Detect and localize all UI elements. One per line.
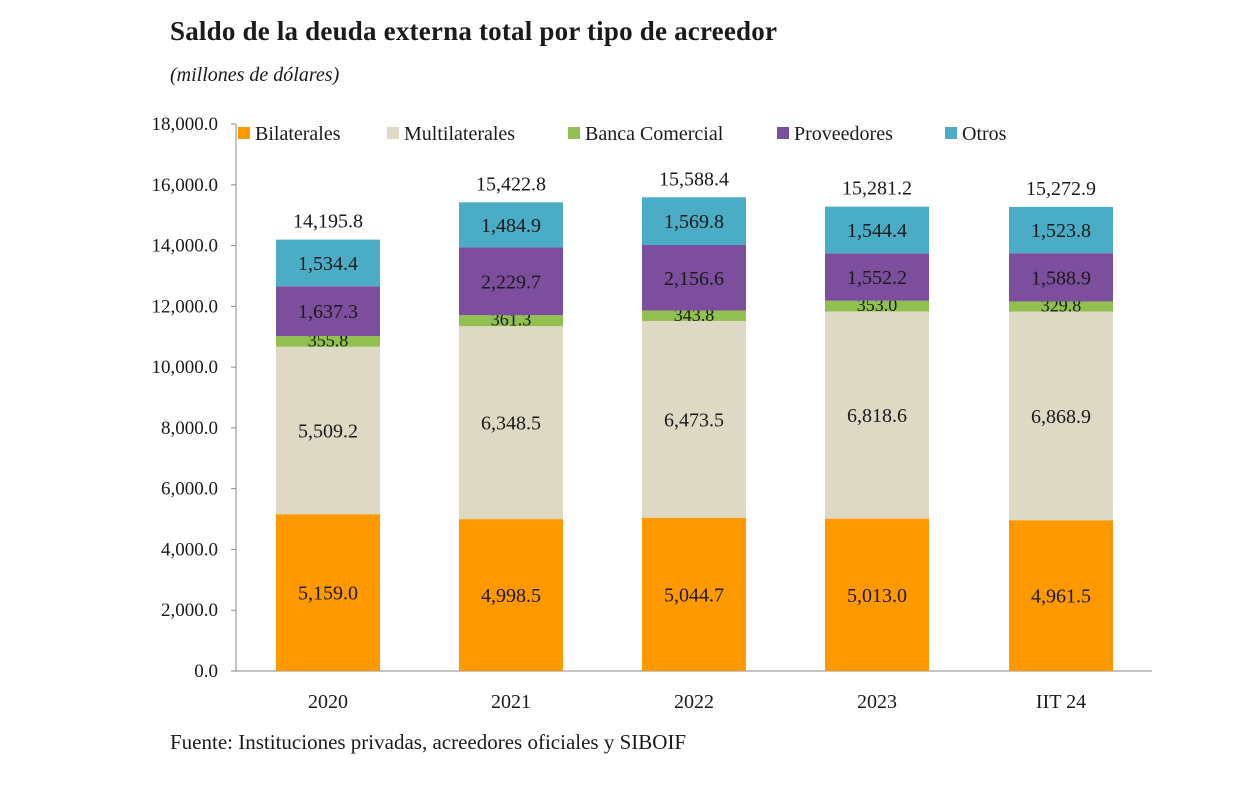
data-label-otros-2023: 1,544.4 <box>847 220 907 242</box>
bar-multilaterales-2022 <box>642 320 746 518</box>
total-label-iit-24: 15,272.9 <box>1026 178 1096 200</box>
total-label-2022: 15,588.4 <box>659 168 729 190</box>
bar-bilaterales-2023 <box>825 518 929 671</box>
legend-swatch-banca-comercial <box>568 127 580 139</box>
data-label-proveedores-2020: 1,637.3 <box>298 301 358 323</box>
data-label-proveedores-iit-24: 1,588.9 <box>1031 267 1091 289</box>
legend-label-banca-comercial: Banca Comercial <box>585 123 724 145</box>
bar-bilaterales-2022 <box>642 517 746 671</box>
bar-proveedores-2021 <box>459 247 563 316</box>
data-label-bilaterales-2023: 5,013.0 <box>847 585 907 607</box>
bar-banca-comercial-2023 <box>825 300 929 312</box>
total-label-2023: 15,281.2 <box>842 178 912 200</box>
bar-otros-iit-24 <box>1009 206 1113 254</box>
bar-otros-2022 <box>642 197 746 245</box>
y-tick-label: 0.0 <box>194 661 218 682</box>
legend-swatch-proveedores <box>777 127 789 139</box>
data-label-proveedores-2021: 2,229.7 <box>481 271 541 293</box>
chart-subtitle: (millones de dólares) <box>170 64 340 86</box>
y-tick-label: 14,000.0 <box>152 236 219 257</box>
data-label-multilaterales-2023: 6,818.6 <box>847 405 907 427</box>
bar-bilaterales-2020 <box>276 514 380 671</box>
data-label-otros-2020: 1,534.4 <box>298 253 358 275</box>
data-label-multilaterales-2022: 6,473.5 <box>664 409 724 431</box>
bar-proveedores-2020 <box>276 286 380 336</box>
bar-proveedores-iit-24 <box>1009 253 1113 302</box>
bar-otros-2020 <box>276 239 380 287</box>
total-label-2020: 14,195.8 <box>293 211 363 233</box>
data-label-proveedores-2023: 1,552.2 <box>847 267 907 289</box>
y-tick-label: 6,000.0 <box>161 479 218 500</box>
data-label-otros-2022: 1,569.8 <box>664 211 724 233</box>
bar-multilaterales-2021 <box>459 326 563 520</box>
bar-proveedores-2023 <box>825 253 929 301</box>
y-tick-label: 10,000.0 <box>152 357 219 378</box>
bar-bilaterales-iit-24 <box>1009 520 1113 671</box>
data-label-bilaterales-2021: 4,998.5 <box>481 585 541 607</box>
legend-swatch-multilaterales <box>387 127 399 139</box>
data-label-multilaterales-2020: 5,509.2 <box>298 421 358 443</box>
bar-banca-comercial-2020 <box>276 335 380 347</box>
x-tick-label-2023: 2023 <box>857 691 897 713</box>
data-label-otros-2021: 1,484.9 <box>481 215 541 237</box>
bar-banca-comercial-2022 <box>642 310 746 321</box>
data-label-otros-iit-24: 1,523.8 <box>1031 220 1091 242</box>
bar-multilaterales-2023 <box>825 311 929 519</box>
legend-label-bilaterales: Bilaterales <box>255 123 341 145</box>
bar-banca-comercial-2021 <box>459 315 563 327</box>
data-label-bilaterales-2022: 5,044.7 <box>664 584 724 606</box>
data-label-bilaterales-iit-24: 4,961.5 <box>1031 586 1091 608</box>
legend-swatch-otros <box>945 127 957 139</box>
data-label-multilaterales-2021: 6,348.5 <box>481 413 541 435</box>
legend-label-proveedores: Proveedores <box>794 123 893 145</box>
bar-proveedores-2022 <box>642 244 746 311</box>
bar-multilaterales-iit-24 <box>1009 311 1113 521</box>
legend-label-otros: Otros <box>962 123 1007 145</box>
x-tick-label-2020: 2020 <box>308 691 348 713</box>
y-tick-label: 12,000.0 <box>152 296 219 317</box>
bar-otros-2021 <box>459 202 563 248</box>
bar-otros-2023 <box>825 206 929 254</box>
x-tick-label-iit-24: IIT 24 <box>1036 691 1086 713</box>
bar-banca-comercial-iit-24 <box>1009 301 1113 312</box>
data-label-multilaterales-iit-24: 6,868.9 <box>1031 406 1091 428</box>
y-tick-label: 16,000.0 <box>152 175 219 196</box>
source-note: Fuente: Instituciones privadas, acreedor… <box>170 730 687 754</box>
legend-swatch-bilaterales <box>238 127 250 139</box>
total-label-2021: 15,422.8 <box>476 173 546 195</box>
x-tick-label-2022: 2022 <box>674 691 714 713</box>
legend-label-multilaterales: Multilaterales <box>404 123 515 145</box>
bar-bilaterales-2021 <box>459 519 563 671</box>
data-label-proveedores-2022: 2,156.6 <box>664 268 724 290</box>
y-tick-label: 2,000.0 <box>161 600 218 621</box>
chart-title: Saldo de la deuda externa total por tipo… <box>170 16 778 46</box>
y-tick-label: 4,000.0 <box>161 539 218 560</box>
y-tick-label: 18,000.0 <box>152 114 219 135</box>
y-tick-label: 8,000.0 <box>161 418 218 439</box>
bar-multilaterales-2020 <box>276 346 380 515</box>
x-tick-label-2021: 2021 <box>491 691 531 713</box>
data-label-bilaterales-2020: 5,159.0 <box>298 583 358 605</box>
